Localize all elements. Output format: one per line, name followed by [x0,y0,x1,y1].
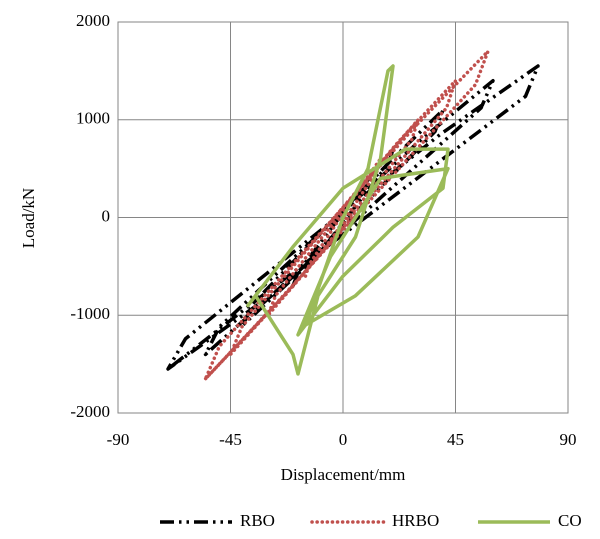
series-line [246,64,450,376]
x-tick-label: 0 [339,430,348,449]
x-axis-label: Displacement/mm [281,465,406,484]
y-tick-label: 2000 [76,11,110,30]
legend-label: CO [558,511,582,530]
x-tick-label: -90 [107,430,130,449]
x-tick-label: 45 [447,430,464,449]
x-tick-label: -45 [219,430,242,449]
y-tick-label: 0 [102,206,111,225]
y-axis-label: Load/kN [19,188,38,248]
x-tick-label: 90 [560,430,577,449]
series-line [166,64,540,371]
legend-label: HRBO [392,511,439,530]
y-tick-label: -2000 [70,402,110,421]
y-tick-label: -1000 [70,304,110,323]
legend-label: RBO [240,511,275,530]
y-tick-label: 1000 [76,109,110,128]
